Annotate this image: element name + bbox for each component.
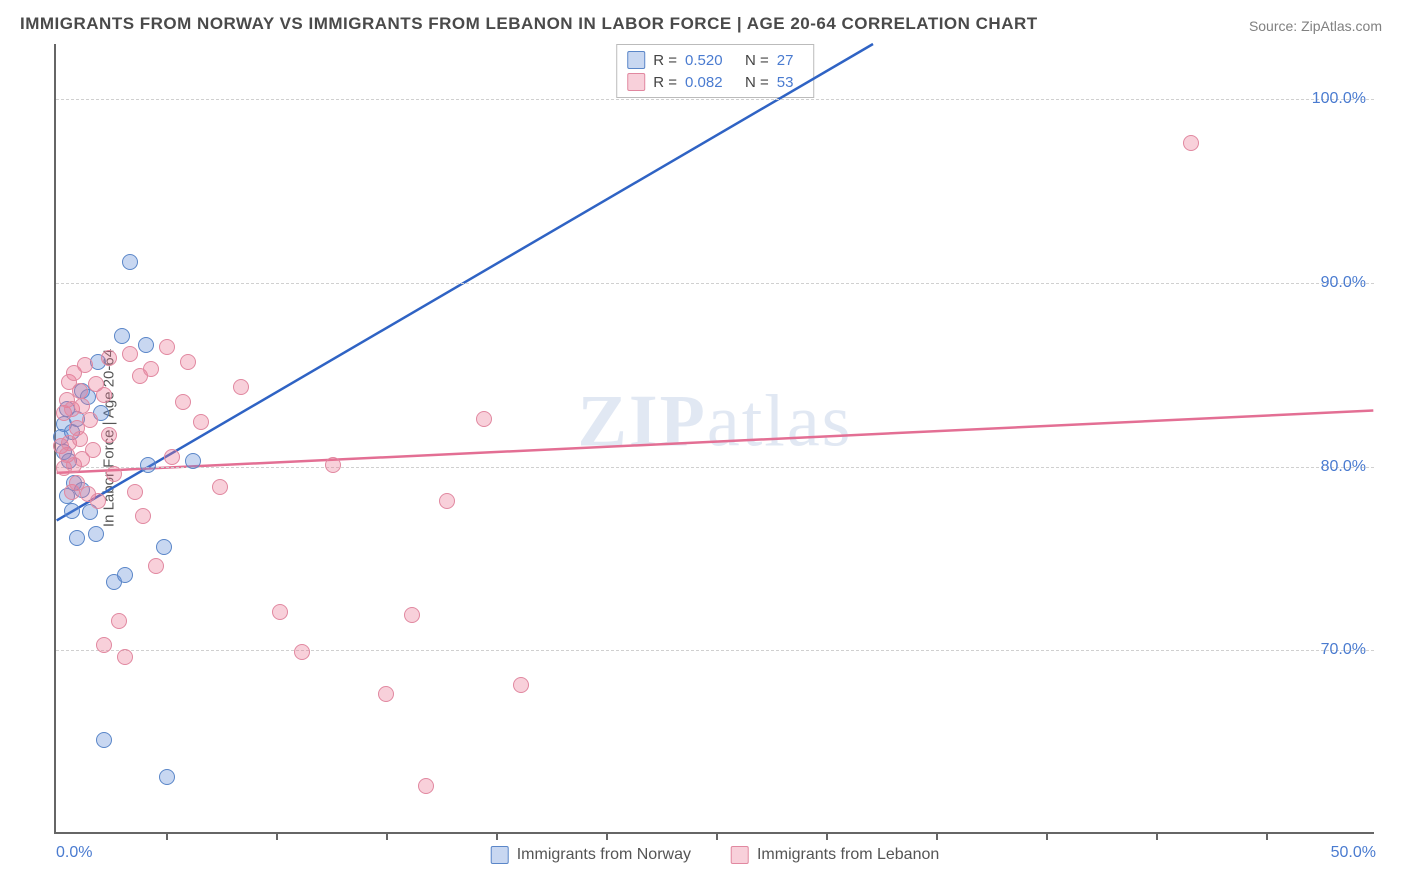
marker-lebanon bbox=[212, 479, 228, 495]
marker-lebanon bbox=[159, 339, 175, 355]
marker-lebanon bbox=[404, 607, 420, 623]
n-label: N = bbox=[745, 74, 769, 91]
trend-lines-svg bbox=[56, 44, 1374, 832]
x-tick bbox=[826, 832, 828, 840]
y-tick-label: 80.0% bbox=[1321, 458, 1366, 476]
legend-stats-box: R = 0.520 N = 27 R = 0.082 N = 53 bbox=[616, 44, 814, 98]
swatch-norway-icon bbox=[491, 846, 509, 864]
r-value-lebanon: 0.082 bbox=[685, 74, 737, 91]
marker-lebanon bbox=[164, 449, 180, 465]
marker-norway bbox=[156, 539, 172, 555]
r-label: R = bbox=[653, 74, 677, 91]
x-tick bbox=[716, 832, 718, 840]
marker-lebanon bbox=[180, 354, 196, 370]
marker-lebanon bbox=[439, 493, 455, 509]
marker-norway bbox=[185, 453, 201, 469]
bottom-legend: Immigrants from Norway Immigrants from L… bbox=[491, 846, 940, 864]
marker-lebanon bbox=[193, 414, 209, 430]
x-tick-label: 0.0% bbox=[56, 844, 92, 862]
marker-lebanon bbox=[85, 442, 101, 458]
x-tick bbox=[166, 832, 168, 840]
marker-lebanon bbox=[90, 493, 106, 509]
marker-lebanon bbox=[96, 387, 112, 403]
marker-lebanon bbox=[325, 457, 341, 473]
legend-stats-row-norway: R = 0.520 N = 27 bbox=[627, 49, 803, 71]
marker-lebanon bbox=[294, 644, 310, 660]
gridline-h bbox=[56, 467, 1374, 468]
marker-lebanon bbox=[513, 677, 529, 693]
swatch-norway-icon bbox=[627, 51, 645, 69]
r-label: R = bbox=[653, 52, 677, 69]
x-tick bbox=[606, 832, 608, 840]
x-tick bbox=[386, 832, 388, 840]
marker-lebanon bbox=[272, 604, 288, 620]
marker-norway bbox=[69, 530, 85, 546]
marker-norway bbox=[88, 526, 104, 542]
n-value-lebanon: 53 bbox=[777, 74, 803, 91]
marker-norway bbox=[114, 328, 130, 344]
marker-lebanon bbox=[127, 484, 143, 500]
swatch-lebanon-icon bbox=[627, 73, 645, 91]
marker-lebanon bbox=[74, 398, 90, 414]
y-tick-label: 90.0% bbox=[1321, 274, 1366, 292]
legend-item-lebanon: Immigrants from Lebanon bbox=[731, 846, 939, 864]
source-attribution: Source: ZipAtlas.com bbox=[1249, 18, 1382, 34]
x-tick bbox=[1266, 832, 1268, 840]
marker-lebanon bbox=[72, 383, 88, 399]
gridline-h bbox=[56, 283, 1374, 284]
x-tick-label: 50.0% bbox=[1331, 844, 1376, 862]
marker-norway bbox=[117, 567, 133, 583]
marker-lebanon bbox=[378, 686, 394, 702]
marker-norway bbox=[64, 503, 80, 519]
n-value-norway: 27 bbox=[777, 52, 803, 69]
legend-item-norway: Immigrants from Norway bbox=[491, 846, 691, 864]
marker-lebanon bbox=[117, 649, 133, 665]
trend-line bbox=[57, 411, 1374, 473]
marker-lebanon bbox=[77, 357, 93, 373]
legend-label-norway: Immigrants from Norway bbox=[517, 846, 691, 864]
watermark: ZIPatlas bbox=[578, 380, 853, 465]
legend-stats-row-lebanon: R = 0.082 N = 53 bbox=[627, 71, 803, 93]
x-tick bbox=[1156, 832, 1158, 840]
marker-lebanon bbox=[143, 361, 159, 377]
marker-lebanon bbox=[233, 379, 249, 395]
marker-norway bbox=[138, 337, 154, 353]
plot-area: In Labor Force | Age 20-64 ZIPatlas R = … bbox=[54, 44, 1374, 834]
marker-lebanon bbox=[476, 411, 492, 427]
marker-norway bbox=[122, 254, 138, 270]
x-tick bbox=[1046, 832, 1048, 840]
x-tick bbox=[496, 832, 498, 840]
marker-norway bbox=[140, 457, 156, 473]
marker-lebanon bbox=[148, 558, 164, 574]
marker-lebanon bbox=[122, 346, 138, 362]
chart-title: IMMIGRANTS FROM NORWAY VS IMMIGRANTS FRO… bbox=[20, 14, 1038, 34]
marker-lebanon bbox=[175, 394, 191, 410]
marker-lebanon bbox=[418, 778, 434, 794]
y-tick-label: 70.0% bbox=[1321, 641, 1366, 659]
x-tick bbox=[276, 832, 278, 840]
y-tick-label: 100.0% bbox=[1312, 90, 1366, 108]
marker-lebanon bbox=[106, 466, 122, 482]
gridline-h bbox=[56, 99, 1374, 100]
marker-lebanon bbox=[96, 637, 112, 653]
x-tick bbox=[936, 832, 938, 840]
marker-lebanon bbox=[101, 427, 117, 443]
marker-lebanon bbox=[111, 613, 127, 629]
gridline-h bbox=[56, 650, 1374, 651]
marker-lebanon bbox=[135, 508, 151, 524]
marker-norway bbox=[96, 732, 112, 748]
legend-label-lebanon: Immigrants from Lebanon bbox=[757, 846, 939, 864]
swatch-lebanon-icon bbox=[731, 846, 749, 864]
marker-lebanon bbox=[1183, 135, 1199, 151]
r-value-norway: 0.520 bbox=[685, 52, 737, 69]
n-label: N = bbox=[745, 52, 769, 69]
marker-lebanon bbox=[82, 412, 98, 428]
marker-norway bbox=[159, 769, 175, 785]
marker-lebanon bbox=[101, 350, 117, 366]
